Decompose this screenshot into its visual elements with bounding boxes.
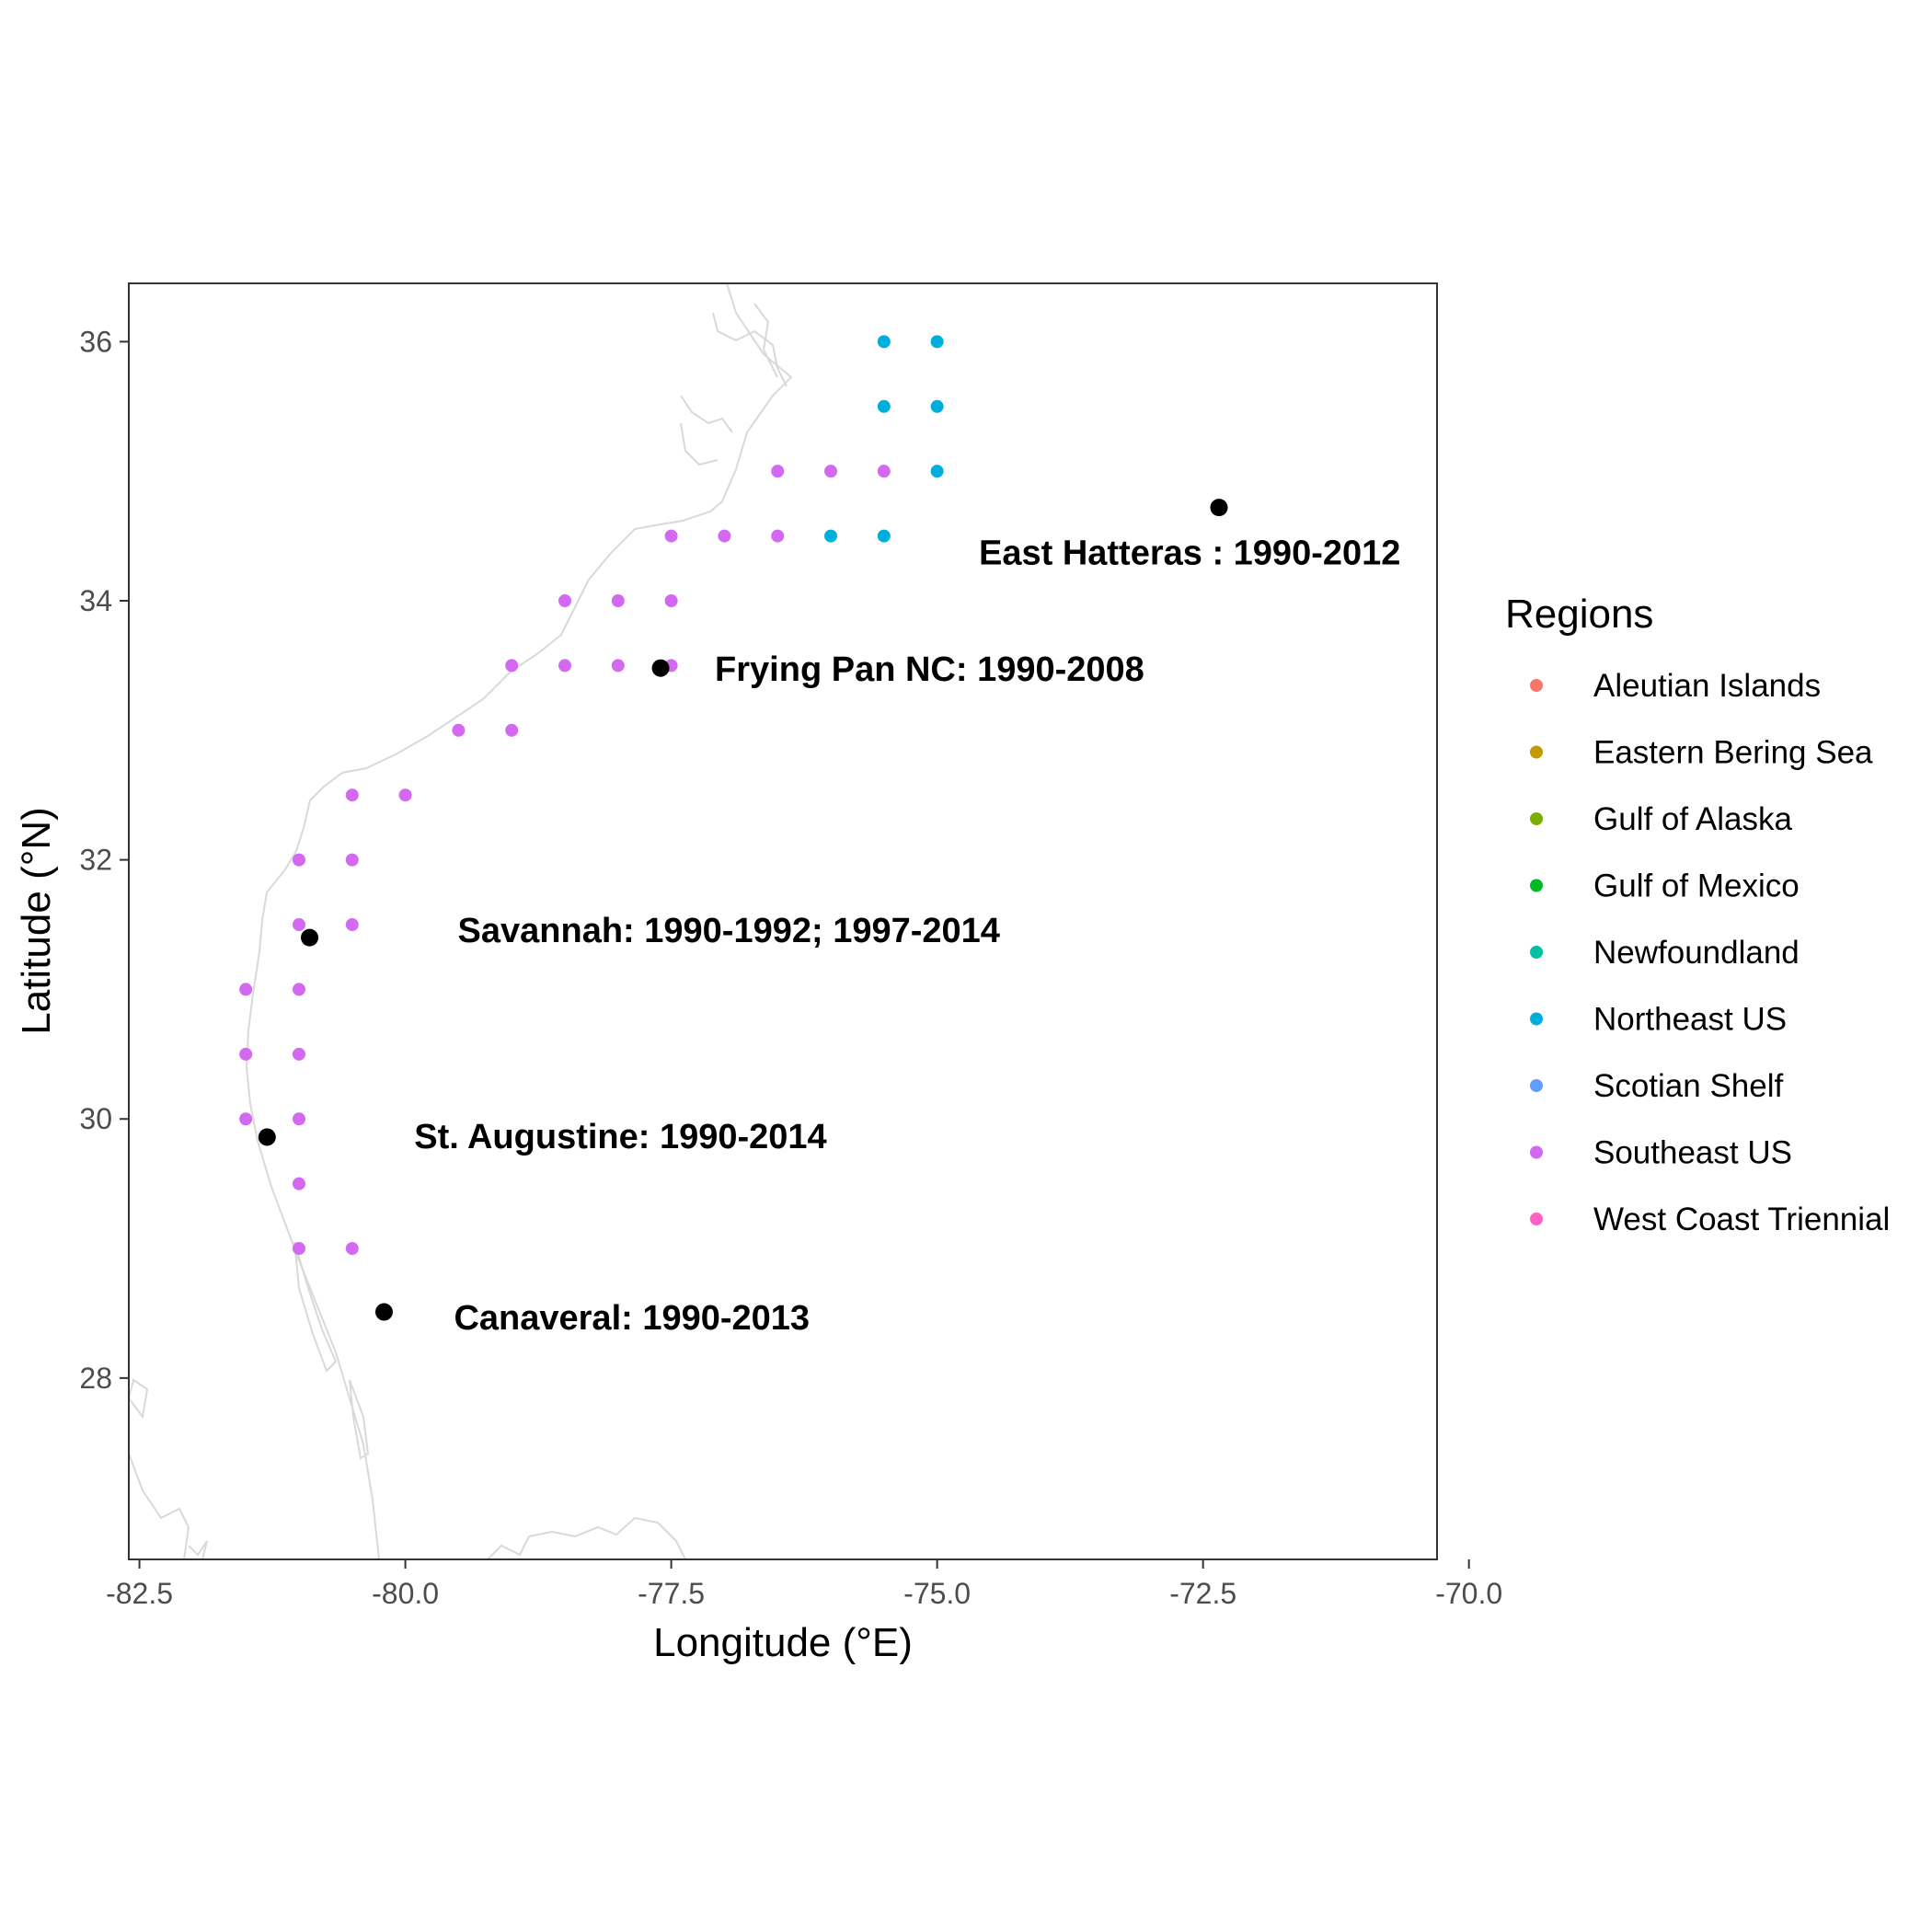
point-northeast-us <box>930 335 944 349</box>
legend-label: Northeast US <box>1593 1002 1787 1038</box>
legend-key <box>1530 812 1543 825</box>
point-northeast-us <box>877 399 891 413</box>
point-southeast-us <box>239 983 253 996</box>
legend-label: Eastern Bering Sea <box>1593 735 1873 771</box>
point-southeast-us <box>664 529 678 543</box>
legend-key <box>1530 1012 1543 1026</box>
point-northeast-us <box>824 529 838 543</box>
x-tick-label: -75.0 <box>903 1577 971 1610</box>
site-label: East Hatteras : 1990-2012 <box>979 535 1400 573</box>
site-marker <box>651 659 670 677</box>
point-southeast-us <box>718 529 731 543</box>
y-tick-label: 30 <box>79 1102 112 1135</box>
site-label: Savannah: 1990-1992; 1997-2014 <box>458 912 1000 950</box>
legend-key <box>1530 1213 1543 1225</box>
point-southeast-us <box>771 529 785 543</box>
point-southeast-us <box>292 983 305 996</box>
point-southeast-us <box>345 853 359 867</box>
site-marker <box>301 928 319 947</box>
point-southeast-us <box>292 1242 305 1256</box>
legend-label: Scotian Shelf <box>1593 1068 1784 1104</box>
coastline <box>129 283 793 1559</box>
point-southeast-us <box>292 1047 305 1061</box>
point-southeast-us <box>292 918 305 932</box>
y-tick-label: 32 <box>79 844 112 877</box>
y-tick-label: 28 <box>79 1362 112 1395</box>
site-label: Canaveral: 1990-2013 <box>454 1299 810 1338</box>
legend-key <box>1530 1145 1543 1159</box>
y-axis: 28 30 32 34 36 <box>79 283 130 1559</box>
legend: Regions Aleutian Islands Eastern Bering S… <box>1505 592 1890 1237</box>
x-tick-label: -77.5 <box>638 1577 705 1610</box>
site-marker <box>258 1128 276 1146</box>
legend-title: Regions <box>1505 592 1653 637</box>
legend-key <box>1530 1079 1543 1092</box>
y-axis-title: Latitude (°N) <box>14 807 59 1034</box>
legend-label: Southeast US <box>1593 1135 1792 1171</box>
x-axis-title: Longitude (°E) <box>653 1620 913 1665</box>
point-southeast-us <box>345 918 359 932</box>
point-southeast-us <box>824 465 838 478</box>
site-markers: East Hatteras : 1990-2012 Frying Pan NC: … <box>258 499 1400 1338</box>
point-southeast-us <box>239 1047 253 1061</box>
x-tick-label: -72.5 <box>1169 1577 1236 1610</box>
legend-label: Gulf of Alaska <box>1593 801 1792 837</box>
point-southeast-us <box>398 788 412 802</box>
point-southeast-us <box>292 1112 305 1126</box>
point-northeast-us <box>877 529 891 543</box>
point-southeast-us <box>877 465 891 478</box>
legend-key <box>1530 946 1543 959</box>
point-southeast-us <box>452 723 466 737</box>
data-points <box>239 335 944 1256</box>
point-northeast-us <box>930 465 944 478</box>
x-tick-label: -70.0 <box>1435 1577 1502 1610</box>
legend-label: Newfoundland <box>1593 935 1800 971</box>
legend-label: West Coast Triennial <box>1593 1202 1890 1237</box>
legend-key <box>1530 745 1543 759</box>
legend-label: Gulf of Mexico <box>1593 868 1800 904</box>
point-southeast-us <box>664 593 678 607</box>
point-northeast-us <box>877 335 891 349</box>
y-tick-label: 36 <box>79 325 112 358</box>
point-southeast-us <box>558 659 571 673</box>
point-southeast-us <box>292 853 305 867</box>
point-southeast-us <box>505 723 519 737</box>
point-northeast-us <box>930 399 944 413</box>
site-marker <box>374 1303 393 1321</box>
point-southeast-us <box>505 659 519 673</box>
site-marker <box>1210 499 1228 517</box>
y-tick-label: 34 <box>79 584 112 617</box>
point-southeast-us <box>345 788 359 802</box>
point-southeast-us <box>771 465 785 478</box>
legend-label: Aleutian Islands <box>1593 668 1821 704</box>
point-southeast-us <box>345 1242 359 1256</box>
x-tick-label: -82.5 <box>106 1577 173 1610</box>
x-axis: -82.5 -80.0 -77.5 -75.0 -72.5 -70.0 <box>106 1558 1502 1610</box>
point-southeast-us <box>292 1177 305 1190</box>
site-label: St. Augustine: 1990-2014 <box>414 1118 826 1156</box>
legend-key <box>1530 879 1543 892</box>
point-southeast-us <box>239 1112 253 1126</box>
point-southeast-us <box>611 593 625 607</box>
point-southeast-us <box>558 593 571 607</box>
site-label: Frying Pan NC: 1990-2008 <box>715 650 1144 689</box>
point-southeast-us <box>611 659 625 673</box>
x-tick-label: -80.0 <box>372 1577 439 1610</box>
legend-key <box>1530 679 1543 692</box>
